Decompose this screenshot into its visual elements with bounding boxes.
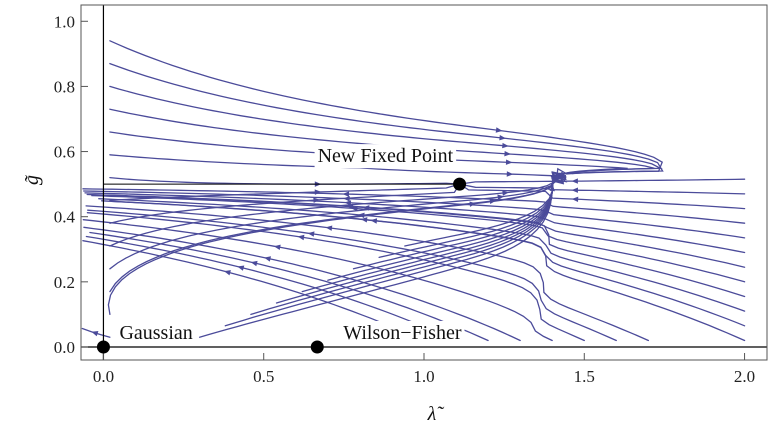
streamline (85, 235, 457, 342)
stream-arrow (224, 270, 231, 276)
streamline (458, 183, 746, 195)
streamline (86, 193, 746, 268)
stream-arrow (325, 225, 333, 231)
streamline (109, 62, 664, 175)
stream-arrow (497, 194, 505, 200)
y-axis-title: g̃ (21, 175, 43, 185)
fixed-point-label-bg (314, 144, 457, 169)
streamline (101, 200, 746, 327)
stream-arrow (552, 174, 559, 180)
stream-arrow (307, 231, 315, 237)
stream-arrow (346, 203, 354, 210)
streamline (98, 198, 746, 312)
stream-arrow (505, 159, 513, 165)
fixed-point-label: Wilson−Fisher (343, 322, 462, 344)
stream-arrow (250, 260, 258, 267)
streamline (87, 209, 617, 342)
stream-arrow (489, 198, 497, 204)
streamline (82, 240, 425, 342)
stream-arrow (343, 196, 350, 202)
x-tick-label: 0.5 (253, 367, 274, 386)
streamline (82, 219, 553, 342)
streamline (82, 188, 746, 224)
x-axis-title: λ̃ (427, 403, 445, 425)
fixed-point-label-bg (340, 320, 465, 345)
stream-arrow (360, 217, 368, 223)
y-tick-label: 0.6 (54, 143, 75, 162)
stream-arrow (342, 191, 350, 197)
stream-arrow (495, 127, 503, 133)
streamline (109, 40, 664, 175)
stream-arrow (502, 190, 509, 196)
fixed-point-label: New Fixed Point (318, 145, 454, 167)
streamline (91, 194, 746, 283)
y-tick-label: 0.0 (54, 338, 75, 357)
streamlines (81, 40, 746, 342)
fixed-point-label: Gaussian (119, 322, 192, 344)
streamline (83, 226, 521, 342)
streamline (83, 190, 746, 239)
stream-arrow (502, 142, 509, 149)
fixed-points: Gaussian Wilson−Fisher New Fixed Point (96, 144, 467, 354)
streamline (86, 212, 585, 342)
x-tick-label: 1.5 (574, 367, 595, 386)
streamline (102, 194, 746, 298)
stream-arrow (297, 234, 305, 241)
streamline (84, 192, 746, 254)
stream-arrow (506, 171, 514, 177)
stream-arrow (504, 151, 511, 157)
fixed-point-marker (96, 340, 110, 354)
stream-arrow (344, 200, 352, 206)
stream-arrow (264, 256, 271, 262)
fixed-point-marker (310, 340, 324, 354)
fixed-point-label-bg (116, 320, 196, 345)
axis-ticks: 0.0 0.5 1.0 1.5 2.0 0.0 0.2 0.4 0.6 0.8 1.0 (54, 12, 755, 386)
y-tick-label: 1.0 (54, 12, 75, 31)
y-tick-label: 0.4 (54, 208, 76, 227)
streamline (109, 176, 461, 185)
stream-arrow (571, 187, 578, 193)
y-tick-label: 0.2 (54, 273, 75, 292)
x-tick-label: 2.0 (734, 367, 755, 386)
x-tick-label: 0.0 (93, 367, 114, 386)
streamline (109, 85, 663, 178)
stream-arrow (351, 205, 358, 212)
stream-arrow (273, 244, 281, 250)
stream-arrow (571, 196, 579, 202)
streamline (89, 231, 489, 342)
stream-arrow (357, 212, 365, 219)
y-tick-label: 0.8 (54, 77, 75, 96)
stream-arrow (499, 135, 506, 141)
stream-arrow (571, 178, 578, 184)
fixed-point-marker (453, 177, 467, 191)
stream-arrow (314, 189, 322, 195)
stream-arrow (313, 197, 320, 203)
x-tick-label: 1.0 (413, 367, 434, 386)
streamline (458, 178, 746, 185)
stream-arrow (91, 331, 99, 337)
streamline (458, 183, 746, 210)
streamline (85, 205, 650, 342)
stream-arrow (237, 265, 245, 271)
